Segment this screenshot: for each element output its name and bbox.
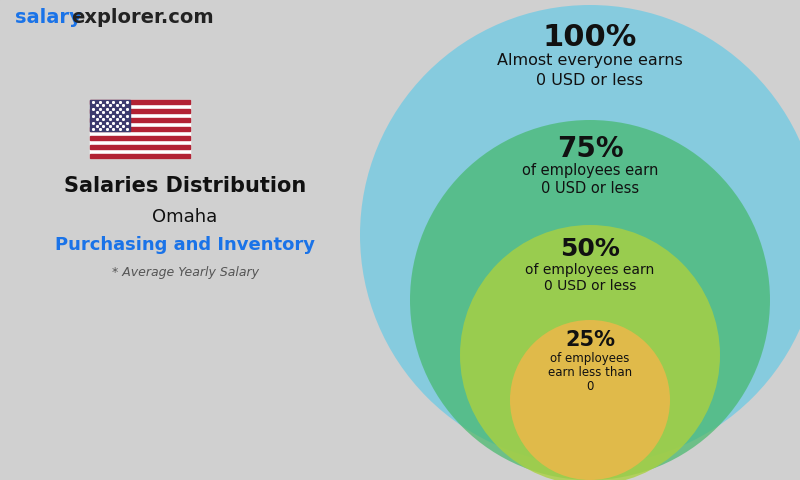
Text: explorer.com: explorer.com — [71, 8, 214, 27]
Circle shape — [410, 120, 770, 480]
Text: 0 USD or less: 0 USD or less — [544, 279, 636, 293]
Text: Almost everyone earns: Almost everyone earns — [497, 53, 683, 68]
Text: earn less than: earn less than — [548, 366, 632, 379]
Text: 0 USD or less: 0 USD or less — [537, 73, 643, 88]
Text: salary: salary — [15, 8, 82, 27]
Bar — [90, 118, 190, 122]
Circle shape — [460, 225, 720, 480]
Text: Salaries Distribution: Salaries Distribution — [64, 176, 306, 196]
Text: 25%: 25% — [565, 330, 615, 350]
Text: 50%: 50% — [560, 237, 620, 261]
Text: 0 USD or less: 0 USD or less — [541, 181, 639, 196]
Bar — [90, 136, 190, 140]
Bar — [90, 144, 190, 149]
Bar — [90, 100, 190, 158]
Text: Omaha: Omaha — [152, 208, 218, 226]
Bar — [90, 100, 190, 105]
Bar — [90, 109, 190, 113]
Text: * Average Yearly Salary: * Average Yearly Salary — [111, 266, 258, 279]
Text: 0: 0 — [586, 380, 594, 393]
Text: of employees: of employees — [550, 352, 630, 365]
Circle shape — [360, 5, 800, 465]
Text: Purchasing and Inventory: Purchasing and Inventory — [55, 236, 315, 254]
Text: of employees earn: of employees earn — [522, 163, 658, 178]
Bar — [90, 154, 190, 158]
Bar — [90, 127, 190, 131]
Text: 75%: 75% — [557, 135, 623, 163]
Text: of employees earn: of employees earn — [526, 263, 654, 277]
Bar — [90, 100, 130, 131]
Circle shape — [510, 320, 670, 480]
Text: 100%: 100% — [543, 23, 637, 52]
